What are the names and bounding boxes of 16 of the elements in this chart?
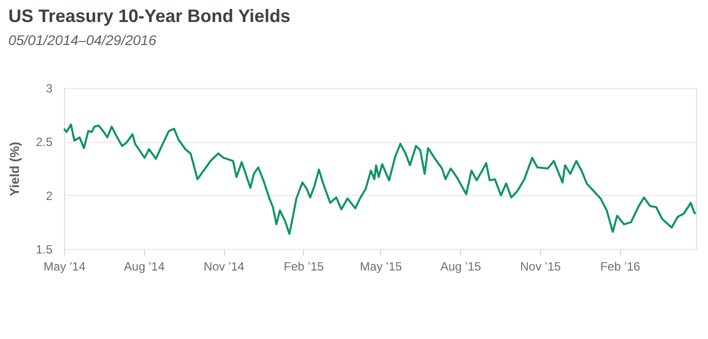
x-tick-label: Nov ’14: [204, 260, 245, 274]
y-tick-label: 2.5: [36, 135, 53, 150]
y-tick-label: 2: [46, 188, 53, 203]
x-tick-label: May ’14: [43, 260, 86, 274]
y-tick-label: 3: [46, 82, 53, 96]
x-tick-label: Feb ’16: [600, 260, 641, 274]
y-tick-label: 1.5: [36, 242, 53, 256]
x-tick-label: Aug ’14: [124, 260, 165, 274]
x-tick-label: Feb ’15: [284, 260, 324, 274]
line-series: [63, 123, 697, 235]
x-tick-label: May ’15: [360, 260, 402, 274]
chart-title: US Treasury 10-Year Bond Yields: [8, 6, 290, 26]
x-tick-label: Nov ’15: [520, 260, 562, 274]
chart-subtitle: 05/01/2014–04/29/2016: [8, 32, 156, 48]
x-tick-label: Aug ’15: [440, 260, 482, 274]
y-axis-title: Yield (%): [6, 142, 22, 196]
